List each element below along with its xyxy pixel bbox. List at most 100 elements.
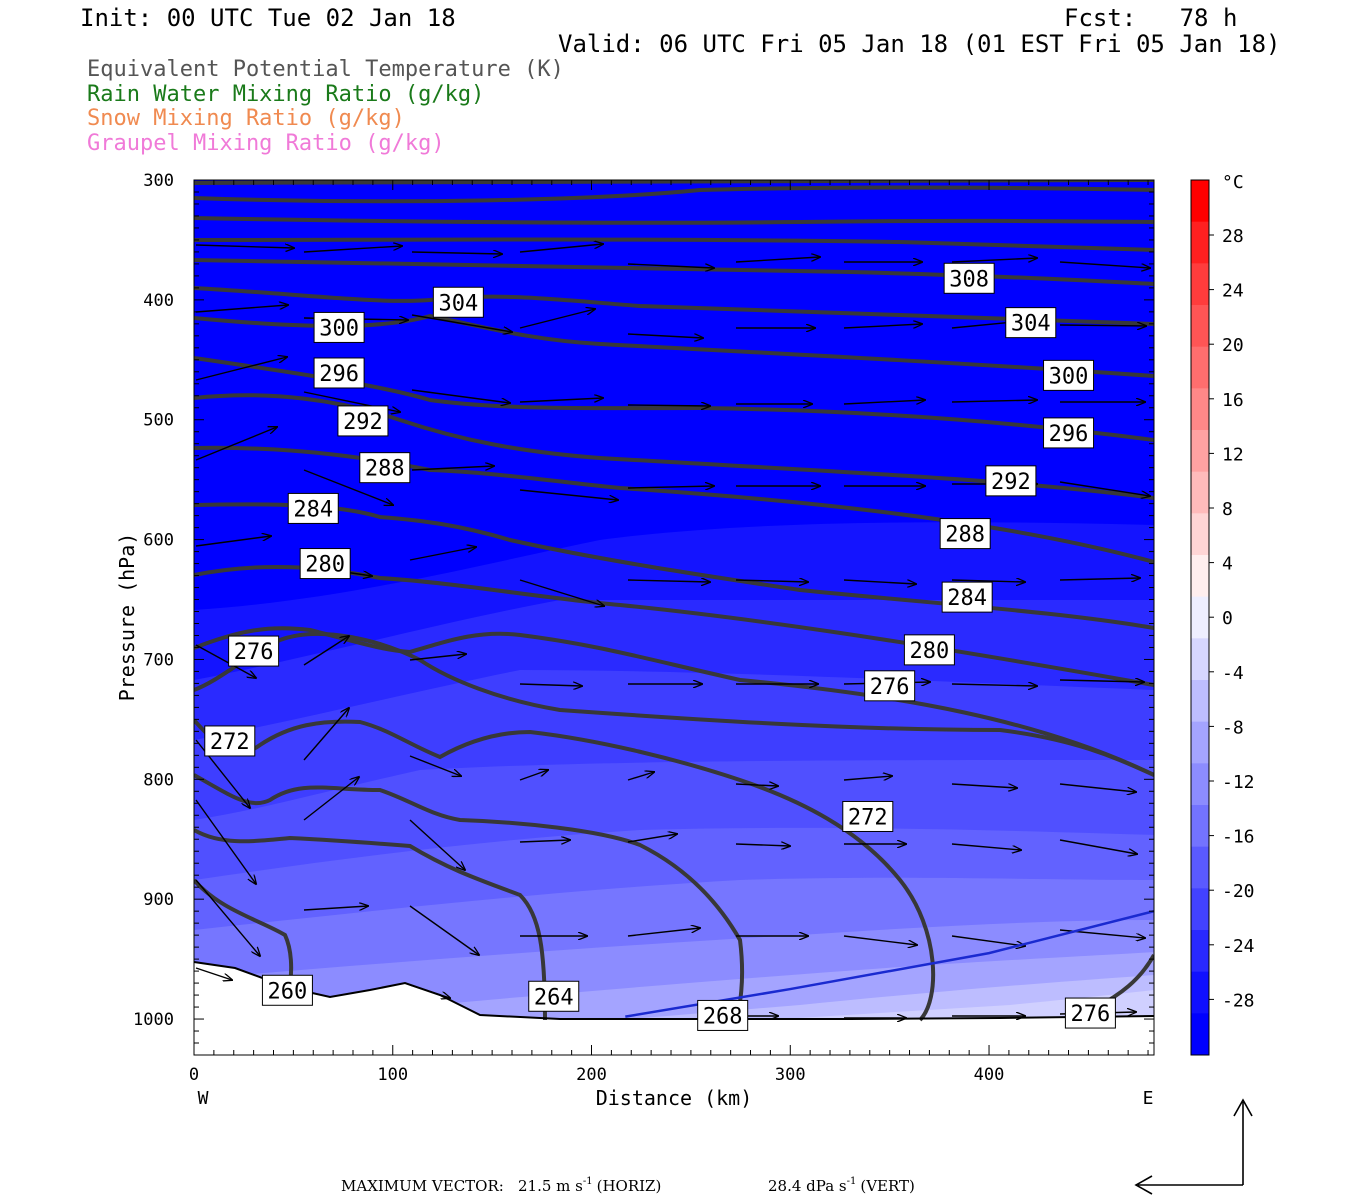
wind-vector (951, 684, 1037, 686)
y-tick-labels: 300 400 500 600 700 800 900 1000 (133, 171, 174, 1030)
wind-vector (303, 636, 349, 666)
wind-vector (951, 400, 1037, 402)
wind-vector (409, 819, 465, 870)
wind-vector (735, 844, 790, 846)
colorbar-label: 0 (1222, 608, 1233, 629)
contour-label: 288 (945, 523, 985, 548)
colorbar-cell (1191, 971, 1209, 1014)
y-tick-label: 900 (143, 890, 174, 910)
contour-label: 280 (910, 639, 950, 664)
colorbar-label: 4 (1222, 554, 1233, 575)
wind-vector (195, 967, 232, 980)
valid-time: Valid: 06 UTC Fri 05 Jan 18 (01 EST Fri … (558, 30, 1281, 58)
wind-vector (1059, 481, 1150, 496)
wind-vector (519, 489, 618, 500)
forecast-hour: Fcst: 78 h (1064, 4, 1238, 32)
colorbar-cell (1191, 305, 1209, 348)
max-vector-horiz: 21.5 m s-1 (HORIZ) (518, 1176, 661, 1195)
contour-label-box (261, 974, 313, 1006)
contour-label: 272 (848, 805, 888, 830)
max-vector-label: MAXIMUM VECTOR: (341, 1177, 504, 1195)
contour-label-box (939, 518, 991, 550)
legend-theta-e: Equivalent Potential Temperature (K) (87, 57, 564, 82)
contour-label-box (941, 581, 993, 613)
colorbar-cell (1191, 180, 1209, 223)
wind-vector (735, 257, 820, 263)
colorbar-label: -16 (1222, 827, 1255, 848)
wind-vector (519, 398, 603, 403)
contour-label-box (943, 262, 995, 294)
contour-label: 292 (991, 470, 1031, 495)
max-vector-footer: MAXIMUM VECTOR: 21.5 m s-1 (HORIZ) 28.4 d… (341, 1176, 915, 1195)
temperature-colorbar (1190, 179, 1214, 1056)
legend-graupel: Graupel Mixing Ratio (g/kg) (87, 131, 445, 156)
wind-vector (411, 252, 502, 254)
colorbar-cell (1191, 596, 1209, 639)
wind-vector (843, 776, 892, 780)
wind-vector (843, 400, 925, 405)
wind-vector (1059, 680, 1144, 682)
contour-label-box (359, 452, 411, 484)
contour-label: 288 (365, 457, 405, 482)
wind-vector (409, 654, 466, 661)
legend-rain-water: Rain Water Mixing Ratio (g/kg) (87, 82, 485, 107)
contour-label-box (1064, 997, 1116, 1029)
colorbar-cell (1191, 763, 1209, 806)
contour-label-box (1043, 359, 1095, 391)
wind-vector (951, 783, 1017, 788)
y-tick-label: 400 (143, 291, 174, 311)
colorbar-label: -4 (1222, 663, 1244, 684)
contour-label-box (228, 635, 280, 667)
colorbar-cell (1191, 846, 1209, 889)
colorbar-label: -20 (1222, 881, 1255, 902)
colorbar-cell (1191, 221, 1209, 264)
plot-frame (193, 179, 1155, 1056)
contour-label: 296 (1049, 422, 1089, 447)
wind-vector (409, 984, 450, 998)
contour-label-box (697, 999, 749, 1031)
wind-vector (519, 840, 570, 842)
colorbar-cell (1191, 513, 1209, 556)
wind-vector (411, 314, 512, 332)
colorbar-cell (1191, 805, 1209, 848)
colorbar-cell (1191, 638, 1209, 681)
x-axis-title: Distance (km) (596, 1086, 753, 1110)
colorbar-label: -8 (1222, 717, 1244, 738)
wind-vector (519, 684, 582, 686)
y-tick-label: 600 (143, 531, 174, 551)
wind-vector (627, 263, 714, 268)
wind-vector (627, 772, 654, 781)
contour-label: 292 (343, 410, 383, 435)
contour-label: 280 (305, 553, 345, 578)
wind-vector (519, 770, 548, 781)
x-tick-label: 300 (775, 1065, 806, 1085)
contour-label: 276 (234, 640, 274, 665)
colorbar-cell (1191, 930, 1209, 973)
colorbar-cell (1191, 388, 1209, 431)
contour-label: 300 (1049, 364, 1089, 389)
wind-vector (303, 246, 402, 253)
wind-vector (195, 879, 260, 956)
contour-label-box (337, 405, 389, 437)
wind-vector (1059, 783, 1136, 792)
contour-label-box (985, 465, 1037, 497)
wind-vector (195, 799, 256, 884)
wind-vector (411, 466, 494, 471)
reference-vector-icon (1134, 1098, 1253, 1195)
contour-label: 300 (319, 316, 359, 341)
x-tick-labels: 0 100 200 300 400 (189, 1065, 1005, 1085)
colorbar-label: 20 (1222, 335, 1244, 356)
wind-vector (195, 357, 287, 381)
wind-vector (303, 708, 349, 761)
max-vector-vert: 28.4 dPa s-1 (VERT) (768, 1176, 915, 1195)
wind-vector (1059, 578, 1140, 580)
colorbar-cell (1191, 721, 1209, 764)
contour-label: 304 (438, 291, 478, 316)
colorbar-cell (1191, 888, 1209, 931)
contour-label: 268 (703, 1004, 743, 1029)
wind-vector (303, 777, 359, 821)
wind-vector (627, 834, 677, 843)
contour-label: 264 (534, 985, 574, 1010)
init-time: Init: 00 UTC Tue 02 Jan 18 (80, 4, 456, 32)
colorbar-label: 12 (1222, 444, 1244, 465)
